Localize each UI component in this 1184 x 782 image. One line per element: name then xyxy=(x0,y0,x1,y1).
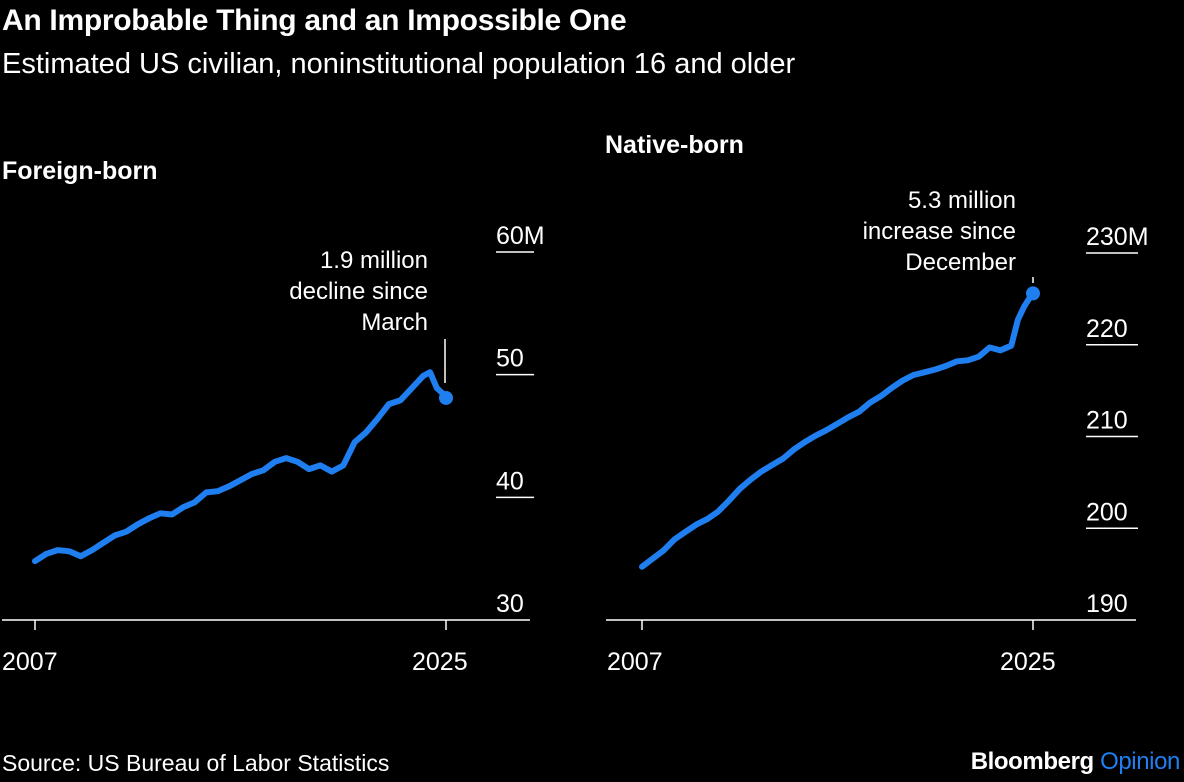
chart-title: An Improbable Thing and an Impossible On… xyxy=(2,4,627,37)
native-born-annotation-line-1: 5.3 million xyxy=(908,187,1016,214)
foreign-born-annotation-line-3: March xyxy=(361,309,428,336)
x-tick-label: 2025 xyxy=(1000,648,1056,676)
native-born-annotation-line-3: December xyxy=(905,249,1016,276)
native-born-x-ticks: 2007 2025 xyxy=(607,620,1056,676)
y-tick-label: 200 xyxy=(1086,498,1128,526)
foreign-born-title: Foreign-born xyxy=(2,157,158,185)
native-born-title: Native-born xyxy=(605,131,744,159)
foreign-born-panel: Foreign-born 30 40 50 60M 2007 2025 1.9 mill… xyxy=(2,157,545,676)
x-tick-label: 2025 xyxy=(412,648,468,676)
foreign-born-series-line xyxy=(32,369,449,565)
bloomberg-opinion-logo: Bloomberg Opinion xyxy=(970,748,1181,776)
y-tick-label: 60M xyxy=(496,222,545,250)
native-born-y-tick-labels: 190 200 210 220 230M xyxy=(1086,223,1149,618)
x-tick-label: 2007 xyxy=(607,648,663,676)
brand-main: Bloomberg xyxy=(970,748,1094,775)
foreign-born-annotation-line-1: 1.9 million xyxy=(320,247,428,274)
source-note: Source: US Bureau of Labor Statistics xyxy=(2,750,390,776)
native-born-end-point xyxy=(1026,286,1040,301)
foreign-born-y-tick-labels: 30 40 50 60M xyxy=(496,222,545,618)
y-tick-label: 230M xyxy=(1086,223,1149,251)
native-born-panel: Native-born 190 200 210 220 230M 2007 2025 5.… xyxy=(605,131,1149,676)
foreign-born-y-grid xyxy=(496,251,534,499)
native-born-series-line xyxy=(639,290,1036,570)
y-tick-label: 50 xyxy=(496,345,524,373)
x-tick-label: 2007 xyxy=(2,648,58,676)
foreign-born-annotation-line-2: decline since xyxy=(289,278,428,305)
y-tick-label: 30 xyxy=(496,590,524,618)
y-tick-label: 210 xyxy=(1086,407,1128,435)
chart-subtitle: Estimated US civilian, noninstitutional … xyxy=(2,48,796,80)
brand-accent: Opinion xyxy=(1100,748,1180,775)
native-born-y-grid xyxy=(1086,252,1138,529)
native-born-annotation-line-2: increase since xyxy=(863,218,1016,245)
y-tick-label: 40 xyxy=(496,467,524,495)
y-tick-label: 190 xyxy=(1086,590,1128,618)
y-tick-label: 220 xyxy=(1086,315,1128,343)
foreign-born-x-ticks: 2007 2025 xyxy=(2,620,468,676)
foreign-born-end-point xyxy=(439,390,453,405)
